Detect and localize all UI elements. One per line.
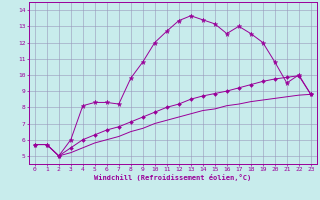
X-axis label: Windchill (Refroidissement éolien,°C): Windchill (Refroidissement éolien,°C) xyxy=(94,174,252,181)
